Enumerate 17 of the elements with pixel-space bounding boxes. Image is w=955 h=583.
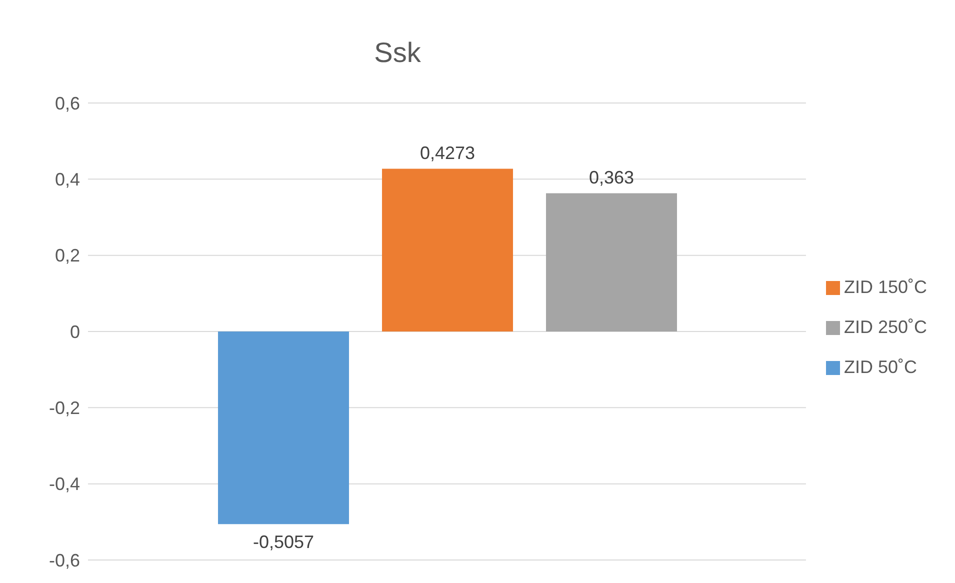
legend-label: ZID 150˚C — [844, 276, 927, 296]
y-tick-label: -0,6 — [48, 550, 80, 570]
y-tick-label: -0,4 — [48, 474, 80, 494]
bar — [382, 168, 513, 332]
data-label: 0,4273 — [420, 142, 476, 163]
data-label: 0,363 — [588, 167, 634, 188]
chart-title: Ssk — [373, 36, 422, 70]
y-tick-label: 0,6 — [54, 93, 80, 114]
y-tick-label: 0,4 — [54, 170, 80, 190]
y-tick-label: -0,2 — [48, 398, 80, 418]
data-label: -0,5057 — [252, 532, 314, 552]
bar — [546, 193, 677, 332]
bar — [218, 332, 349, 524]
y-tick-label: 0 — [70, 322, 80, 342]
legend-label: ZID 250˚C — [844, 316, 927, 336]
legend-label: ZID 50˚C — [844, 356, 917, 376]
y-tick-label: 0,2 — [54, 246, 80, 266]
